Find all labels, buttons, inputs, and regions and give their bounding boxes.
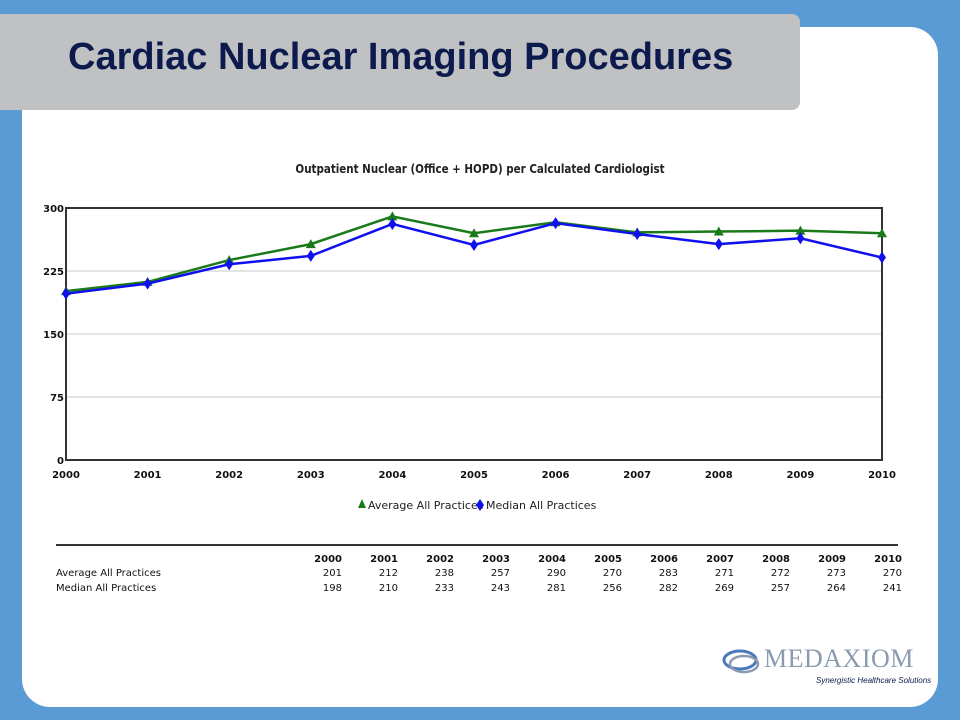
table-row: Median All Practices 198 210 233 243 281 256 28… bbox=[56, 581, 902, 596]
table-cell: 273 bbox=[826, 568, 846, 579]
data-point-average bbox=[795, 225, 806, 235]
x-tick-label: 2009 bbox=[786, 470, 814, 481]
x-tick-label: 2003 bbox=[297, 470, 325, 481]
data-point-average bbox=[469, 228, 479, 238]
table-cell: 270 bbox=[602, 568, 622, 579]
table-cell: 257 bbox=[490, 568, 510, 579]
x-tick-label: 2006 bbox=[542, 470, 570, 481]
data-point-median bbox=[388, 217, 397, 230]
x-tick-label: 2001 bbox=[134, 470, 162, 481]
table-header-cell: 2010 bbox=[874, 554, 902, 565]
plot-area bbox=[65, 207, 883, 461]
legend-marker-average bbox=[358, 499, 366, 508]
data-point-median bbox=[62, 287, 70, 300]
data-point-median bbox=[796, 232, 805, 245]
x-tick-label: 2000 bbox=[52, 470, 80, 481]
table-header-cell: 2002 bbox=[426, 554, 454, 565]
data-point-average bbox=[713, 226, 724, 236]
y-tick-label: 0 bbox=[57, 456, 64, 467]
table-cell: 264 bbox=[826, 583, 846, 594]
logo-tagline: Synergistic Healthcare Solutions bbox=[816, 676, 932, 685]
table-cell: 238 bbox=[434, 568, 454, 579]
table-header-cell: 2008 bbox=[762, 554, 790, 565]
y-tick-label: 75 bbox=[50, 393, 64, 404]
legend-marker-median bbox=[476, 499, 484, 511]
table-header-cell: 2007 bbox=[706, 554, 734, 565]
table-cell: 243 bbox=[490, 583, 510, 594]
table-cell: 256 bbox=[602, 583, 622, 594]
data-table: 2000 2001 2002 2003 2004 2005 2006 2007 2008 2009… bbox=[56, 553, 902, 596]
table-cell: 282 bbox=[658, 583, 678, 594]
x-tick-label: 2010 bbox=[868, 470, 896, 481]
x-tick-label: 2004 bbox=[378, 470, 406, 481]
medaxiom-logo: MEDAXIOM Synergistic Healthcare Solution… bbox=[718, 638, 932, 690]
data-point-median bbox=[714, 238, 723, 251]
data-point-median bbox=[470, 238, 478, 251]
table-cell: 269 bbox=[714, 583, 734, 594]
x-tick-label: 2002 bbox=[215, 470, 243, 481]
table-cell: 271 bbox=[714, 568, 734, 579]
logo-text: MEDAXIOM bbox=[764, 644, 914, 673]
table-cell: 270 bbox=[882, 568, 902, 579]
x-tick-label: 2005 bbox=[460, 470, 488, 481]
table-rule bbox=[56, 544, 898, 546]
table-cell: 257 bbox=[770, 583, 790, 594]
table-cell: 241 bbox=[882, 583, 902, 594]
title-bar: Cardiac Nuclear Imaging Procedures bbox=[0, 14, 800, 110]
data-point-average bbox=[387, 211, 398, 221]
table-body: Average All Practices 201 212 238 257 290 270 2… bbox=[56, 566, 902, 596]
legend-label: Median All Practices bbox=[486, 499, 597, 512]
x-tick-label: 2008 bbox=[705, 470, 733, 481]
table-row-label: Average All Practices bbox=[56, 568, 161, 579]
chart-title: Outpatient Nuclear (Office + HOPD) per C… bbox=[295, 162, 665, 176]
table-cell: 198 bbox=[322, 583, 342, 594]
slide-title: Cardiac Nuclear Imaging Procedures bbox=[68, 36, 734, 78]
table-cell: 210 bbox=[378, 583, 398, 594]
data-point-average bbox=[305, 239, 316, 249]
table-header-cell: 2009 bbox=[818, 554, 846, 565]
slide-panel bbox=[22, 27, 938, 707]
table-corner bbox=[56, 553, 286, 566]
table-header-cell: 2005 bbox=[594, 554, 622, 565]
y-tick-label: 300 bbox=[43, 204, 64, 215]
table-header-cell: 2006 bbox=[650, 554, 678, 565]
table-row-label: Median All Practices bbox=[56, 583, 157, 594]
table-row: Average All Practices 201 212 238 257 290 270 2… bbox=[56, 566, 902, 581]
table-header-cell: 2001 bbox=[370, 554, 398, 565]
table-header-cell: 2000 bbox=[314, 554, 342, 565]
legend-label: Average All Practices bbox=[368, 499, 484, 512]
series-line-1 bbox=[65, 215, 883, 293]
data-point-median bbox=[225, 258, 234, 271]
table-header-cell: 2003 bbox=[482, 554, 510, 565]
line-chart: 0 75 150 225 300 2000 2001 2002 2003 2004 2005 2006… bbox=[43, 204, 896, 512]
table-header-cell: 2004 bbox=[538, 554, 566, 565]
table-cell: 201 bbox=[322, 568, 342, 579]
y-tick-label: 150 bbox=[43, 330, 64, 341]
data-point-median bbox=[633, 228, 642, 241]
y-tick-label: 225 bbox=[43, 267, 64, 278]
table-cell: 272 bbox=[770, 568, 790, 579]
data-point-median bbox=[306, 249, 315, 262]
data-point-median bbox=[878, 251, 886, 264]
table-cell: 290 bbox=[546, 568, 566, 579]
table-cell: 283 bbox=[658, 568, 678, 579]
data-point-median bbox=[143, 277, 152, 290]
data-point-average bbox=[877, 228, 887, 238]
table-cell: 281 bbox=[546, 583, 566, 594]
table-cell: 212 bbox=[378, 568, 398, 579]
data-point-median bbox=[551, 217, 560, 230]
table-cell: 233 bbox=[434, 583, 454, 594]
logo-swirl-icon bbox=[722, 649, 760, 674]
table-header-row: 2000 2001 2002 2003 2004 2005 2006 2007 2008 2009… bbox=[56, 553, 902, 566]
x-tick-label: 2007 bbox=[623, 470, 651, 481]
